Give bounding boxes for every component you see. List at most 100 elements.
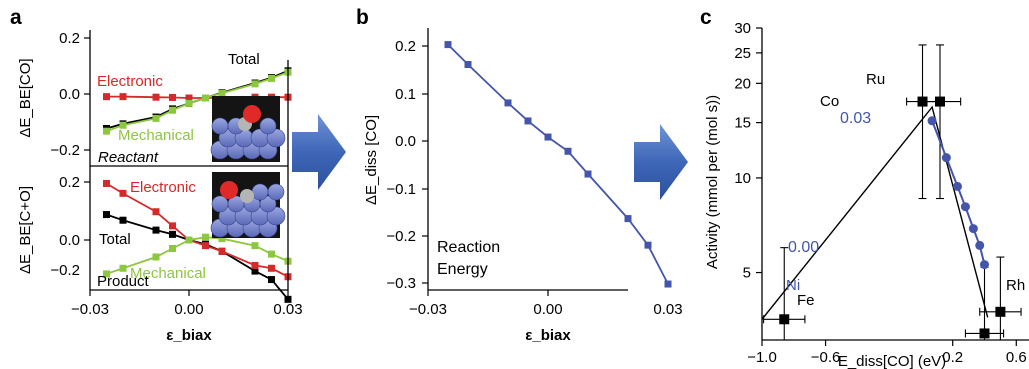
c-label-fe: Fe (797, 292, 815, 309)
panel-c: 30 25 20 15 10 5 −1.0 −0.6 0.2 0.6 Activity (mmo… (704, 20, 1029, 369)
a-xtick-label: −0.03 (71, 301, 109, 318)
a1-data-point (218, 89, 226, 97)
a2-data-point (218, 247, 226, 255)
b-ytick-label: −0.3 (386, 275, 416, 292)
a2-data-point (268, 276, 275, 284)
a1-data-point (251, 80, 259, 88)
b-data-point (644, 241, 652, 249)
reactant-model-image (210, 96, 286, 162)
b-data-point (584, 170, 592, 178)
b-series-line (447, 43, 669, 285)
product-model-image (210, 172, 286, 238)
b-xlabel: ε_biax (525, 327, 571, 344)
flow-arrow-bc-icon (634, 124, 688, 200)
a-xtick-label: 0.03 (273, 301, 302, 318)
a2-data-point (152, 253, 160, 261)
c-strain-point (980, 260, 989, 270)
c-strain-point (941, 153, 951, 163)
b-annotation-line1: Reaction (437, 239, 500, 256)
c-strain-point (960, 202, 970, 212)
b-ytick-label: −0.1 (386, 181, 416, 198)
c-label-co: Co (820, 93, 839, 110)
a2-data-point (284, 295, 292, 303)
panel-label-c: c (700, 6, 712, 29)
a1-data-point (185, 99, 193, 107)
c-metal-point (979, 328, 990, 339)
b-data-point (464, 61, 472, 69)
a2-data-point (119, 189, 127, 197)
a2-data-point (119, 264, 127, 272)
a2-data-point (202, 233, 209, 241)
b-xtick-label: 0.03 (653, 301, 682, 318)
c-strain-point (975, 240, 985, 250)
c-ytick-label: 25 (734, 45, 751, 62)
a1-data-point (169, 106, 176, 114)
c-ytick-label: 30 (734, 20, 751, 37)
a1-data-point (202, 94, 209, 102)
a2-data-point (103, 270, 110, 278)
b-ytick-label: 0.0 (395, 133, 416, 150)
b-data-point (564, 147, 572, 155)
a2-ytick-label: 0.2 (59, 174, 80, 191)
a2-label-total: Total (99, 231, 131, 248)
a2-data-point (251, 261, 259, 269)
a2-data-point (251, 267, 259, 275)
c-strain-point (952, 181, 962, 191)
a1-data-point (169, 93, 176, 101)
a2-data-point (185, 236, 193, 244)
a1-data-point (152, 93, 160, 101)
flow-arrow-ab-icon (292, 114, 346, 190)
a1-data-point (185, 94, 193, 102)
a1-data-point (103, 93, 110, 101)
a1-data-point (119, 93, 127, 101)
a2-data-point (169, 222, 176, 230)
c-metal-point (935, 96, 945, 107)
c-ytick-label: 5 (743, 265, 751, 282)
b-data-point (524, 117, 532, 125)
b-annotation-line2: Energy (437, 261, 488, 278)
c-metal-point (917, 96, 928, 107)
a2-data-point (152, 208, 160, 216)
a-xtick-label: 0.00 (174, 301, 203, 318)
panel-c-xticks: −1.0 −0.6 0.2 0.6 (747, 340, 1027, 366)
panel-b: 0.2 0.1 0.0 −0.1 −0.2 −0.3 −0.03 0.00 0.… (363, 28, 683, 344)
a2-data-point (119, 216, 127, 224)
a2-data-point (268, 250, 275, 258)
c-xtick-label: 0.2 (942, 349, 963, 366)
panel-a: 0.2 0.0 −0.2 0.2 0.0 −0.2 −0.03 0.00 0.0… (17, 30, 303, 344)
c-volcano-line (761, 105, 989, 320)
b-ytick-label: 0.1 (395, 86, 416, 103)
b-data-point (444, 41, 452, 49)
a1-ytick-label: −0.2 (50, 142, 80, 159)
b-xtick-label: −0.03 (409, 301, 447, 318)
a2-data-point (268, 264, 275, 272)
c-label-ni: Ni (786, 277, 800, 294)
panel-a-xticks: −0.03 0.00 0.03 (71, 290, 303, 318)
a2-ytick-label: 0.0 (59, 232, 80, 249)
a1-label-electronic: Electronic (97, 73, 163, 90)
c-metal-point (779, 314, 790, 325)
c-ylabel: Activity (mmol per (mol s)) (704, 95, 721, 269)
a2-label-electronic: Electronic (130, 179, 196, 196)
panel-b-yticks: 0.2 0.1 0.0 −0.1 −0.2 −0.3 (386, 38, 428, 292)
b-ytick-label: 0.2 (395, 38, 416, 55)
a2-series-line (106, 182, 289, 278)
a2-label-mechanical: Mechanical (130, 265, 206, 282)
panel-b-xticks: −0.03 0.00 0.03 (409, 290, 683, 318)
panel-a-bottom-yticks: 0.2 0.0 −0.2 (50, 174, 90, 279)
a1-data-point (119, 121, 127, 129)
c-label-ru: Ru (866, 71, 885, 88)
c-xtick-label: −0.6 (811, 349, 841, 366)
b-data-point (504, 99, 512, 107)
b-data-point (664, 280, 672, 288)
a1-label-mechanical: Mechanical (118, 127, 194, 144)
c-metal-point (995, 306, 1006, 317)
b-ylabel: ΔE_diss [CO] (363, 115, 380, 205)
c-ytick-label: 10 (734, 170, 751, 187)
c-strain-point (968, 224, 978, 234)
c-xtick-label: −1.0 (747, 349, 777, 366)
a1-series-line (106, 71, 289, 133)
panel-a-top-yticks: 0.2 0.0 −0.2 (50, 30, 90, 159)
a2-data-point (103, 211, 110, 219)
